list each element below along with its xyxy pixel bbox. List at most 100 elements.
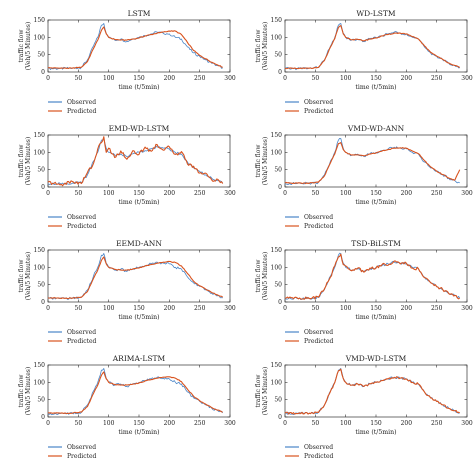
x-tick-label: 0 xyxy=(283,305,287,312)
legend-label-predicted: Predicted xyxy=(67,108,97,115)
series-line-observed xyxy=(284,368,460,416)
x-tick-label: 100 xyxy=(340,305,352,312)
x-tick-label: 250 xyxy=(431,75,443,82)
x-tick-label: 100 xyxy=(103,190,115,197)
x-tick-label: 0 xyxy=(283,75,287,82)
legend-label-observed: Observed xyxy=(67,329,96,336)
x-tick-label: 300 xyxy=(224,420,236,427)
x-tick-label: 200 xyxy=(401,305,413,312)
y-tick-label: 150 xyxy=(34,247,46,254)
chart-title: EMD-WD-LSTM xyxy=(109,124,170,133)
x-axis-label: time (t/5min) xyxy=(355,429,396,436)
x-axis-label: time (t/5min) xyxy=(355,314,396,321)
series-line-observed xyxy=(284,252,461,300)
y-tick-label: 150 xyxy=(271,247,283,254)
y-tick-label: 150 xyxy=(34,17,46,24)
y-tick-label: 50 xyxy=(274,52,282,59)
x-tick-label: 200 xyxy=(164,305,176,312)
x-tick-label: 200 xyxy=(164,420,176,427)
y-tick-label: 0 xyxy=(41,184,45,191)
x-tick-label: 0 xyxy=(46,420,50,427)
legend-label-observed: Observed xyxy=(67,444,96,451)
y-axis-label: traffic flow(Veh/5 Minutes) xyxy=(18,252,32,300)
legend-label-predicted: Predicted xyxy=(67,453,97,460)
chart-panel-6: TSD-BiLSTM 0 50 100 150 200 250 300 0 50 100 150 tim… xyxy=(255,239,473,345)
x-axis-label: time (t/5min) xyxy=(118,314,159,321)
series-line-observed xyxy=(47,253,223,300)
x-tick-label: 300 xyxy=(461,75,473,82)
x-tick-label: 50 xyxy=(75,190,83,197)
y-tick-label: 0 xyxy=(278,414,282,421)
legend-label-predicted: Predicted xyxy=(67,338,97,345)
x-axis-label: time (t/5min) xyxy=(355,84,396,91)
x-tick-label: 150 xyxy=(133,420,145,427)
x-tick-label: 150 xyxy=(370,420,382,427)
x-tick-label: 150 xyxy=(133,305,145,312)
series-line-predicted xyxy=(284,25,461,70)
x-tick-label: 300 xyxy=(224,305,236,312)
y-tick-label: 0 xyxy=(278,184,282,191)
y-tick-label: 150 xyxy=(34,132,46,139)
y-tick-label: 150 xyxy=(271,362,283,369)
series-line-predicted xyxy=(284,368,460,415)
x-tick-label: 250 xyxy=(431,420,443,427)
plot-frame xyxy=(47,19,231,73)
x-tick-label: 100 xyxy=(103,75,115,82)
y-tick-label: 50 xyxy=(274,167,282,174)
x-tick-label: 250 xyxy=(194,190,206,197)
x-tick-label: 250 xyxy=(194,75,206,82)
y-tick-label: 50 xyxy=(37,397,45,404)
series-line-predicted xyxy=(47,371,223,415)
y-tick-label: 0 xyxy=(41,414,45,421)
x-tick-label: 100 xyxy=(103,305,115,312)
chart-panel-4: VMD-WD-ANN 0 50 100 150 200 250 300 0 50 100 150 tim… xyxy=(255,124,473,230)
legend-label-observed: Observed xyxy=(67,99,96,106)
x-tick-label: 100 xyxy=(340,75,352,82)
series-line-observed xyxy=(284,137,460,186)
series-line-predicted xyxy=(47,136,224,187)
x-tick-label: 50 xyxy=(75,75,83,82)
x-tick-label: 200 xyxy=(401,75,413,82)
series-line-observed xyxy=(47,138,224,186)
y-tick-label: 0 xyxy=(278,299,282,306)
chart-title: ARIMA-LSTM xyxy=(112,354,166,363)
x-tick-label: 300 xyxy=(224,75,236,82)
x-tick-label: 50 xyxy=(312,420,320,427)
x-tick-label: 150 xyxy=(133,190,145,197)
chart-panel-1: LSTM 0 50 100 150 200 250 300 0 50 100 150 time (t/5… xyxy=(18,9,236,115)
plot-frame xyxy=(284,249,468,303)
chart-title: WD-LSTM xyxy=(356,9,396,18)
x-tick-label: 250 xyxy=(431,190,443,197)
y-tick-label: 100 xyxy=(271,34,283,41)
y-tick-label: 50 xyxy=(274,282,282,289)
x-tick-label: 300 xyxy=(224,190,236,197)
legend-label-observed: Observed xyxy=(304,444,333,451)
x-tick-label: 150 xyxy=(133,75,145,82)
chart-panel-2: WD-LSTM 0 50 100 150 200 250 300 0 50 100 150 time (… xyxy=(255,9,473,115)
y-tick-label: 100 xyxy=(34,379,46,386)
x-axis-label: time (t/5min) xyxy=(355,199,396,206)
y-axis-label: traffic flow(Veh/5 Minutes) xyxy=(255,22,269,70)
chart-title: VMD-WD-ANN xyxy=(347,124,405,133)
chart-title: VMD-WD-LSTM xyxy=(345,354,407,363)
y-tick-label: 100 xyxy=(271,149,283,156)
x-tick-label: 0 xyxy=(283,190,287,197)
x-tick-label: 250 xyxy=(194,305,206,312)
x-tick-label: 300 xyxy=(461,305,473,312)
plot-frame xyxy=(47,249,231,303)
legend-label-observed: Observed xyxy=(304,214,333,221)
legend-label-predicted: Predicted xyxy=(304,453,334,460)
y-axis-label: traffic flow(Veh/5 Minutes) xyxy=(255,252,269,300)
series-line-predicted xyxy=(284,142,461,185)
chart-title: EEMD-ANN xyxy=(116,239,162,248)
x-tick-label: 300 xyxy=(461,190,473,197)
legend-label-observed: Observed xyxy=(304,99,333,106)
y-tick-label: 50 xyxy=(37,282,45,289)
x-tick-label: 50 xyxy=(312,305,320,312)
chart-title: TSD-BiLSTM xyxy=(351,239,401,248)
y-tick-label: 0 xyxy=(278,69,282,76)
legend-label-predicted: Predicted xyxy=(304,108,334,115)
x-tick-label: 250 xyxy=(194,420,206,427)
x-tick-label: 100 xyxy=(340,420,352,427)
